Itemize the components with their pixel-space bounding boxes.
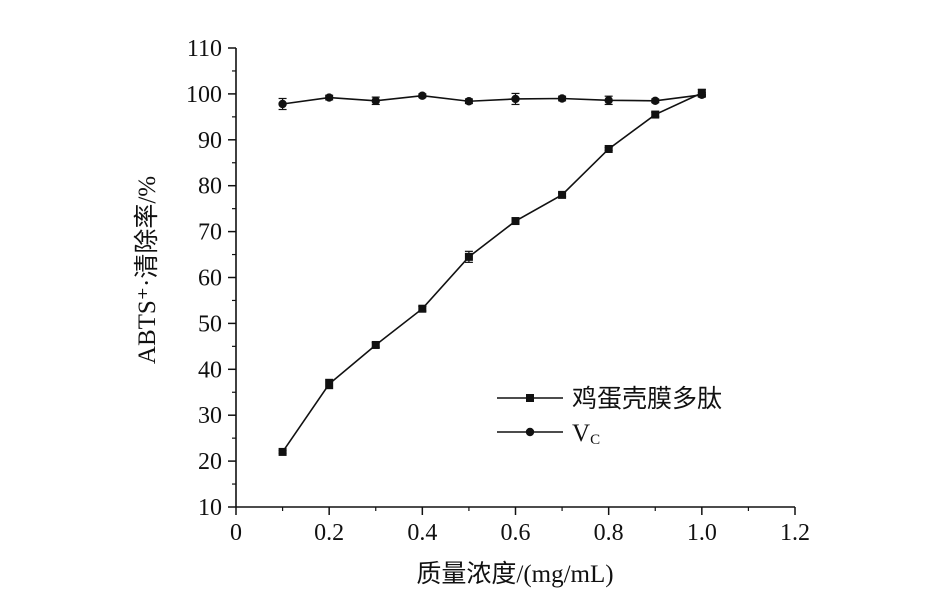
y-tick-labels: 10 20 30 40 50 60 70 80 90 100 110 <box>186 36 222 521</box>
y-tick-label: 110 <box>187 36 222 62</box>
legend-marker-series-1 <box>526 394 534 402</box>
data-point <box>278 99 287 109</box>
y-tick-label: 40 <box>198 357 222 383</box>
data-point <box>604 144 613 153</box>
legend-marker-series-2 <box>525 427 535 437</box>
data-point <box>371 96 380 105</box>
x-tick-label: 0.2 <box>314 520 344 546</box>
data-point <box>557 94 567 103</box>
data-point <box>418 304 427 313</box>
y-tick-label: 80 <box>198 174 222 200</box>
legend-item-series-1: 鸡蛋壳膜多肽 <box>497 385 722 413</box>
series-2-line <box>282 94 702 105</box>
legend: 鸡蛋壳膜多肽 VC <box>497 385 722 448</box>
series-2 <box>278 90 707 111</box>
data-point <box>651 96 660 105</box>
y-tick-label: 60 <box>198 266 222 292</box>
x-tick-label: 1.0 <box>687 520 717 546</box>
x-axis-title: 质量浓度/(mg/mL) <box>416 560 613 588</box>
data-point <box>464 97 474 106</box>
x-tick-label: 0.6 <box>501 520 531 546</box>
data-point <box>418 91 427 100</box>
x-tick-label: 1.2 <box>780 520 810 546</box>
x-tick-label: 0.4 <box>407 520 437 546</box>
data-point <box>558 190 567 199</box>
y-tick-label: 10 <box>198 495 222 521</box>
series-1-line <box>281 92 703 453</box>
y-tick-label: 50 <box>198 311 222 337</box>
y-tick-label: 90 <box>198 128 222 154</box>
y-tick-label: 100 <box>186 82 222 108</box>
x-tick-label: 0 <box>230 520 242 546</box>
data-point <box>371 340 380 349</box>
x-tick-label: 0.8 <box>594 520 624 546</box>
series-layer <box>278 88 707 456</box>
data-point <box>324 93 334 102</box>
data-point <box>604 96 613 105</box>
x-tick-labels: 0 0.2 0.4 0.6 0.8 1.0 1.2 <box>230 520 810 546</box>
y-tick-label: 20 <box>198 449 222 475</box>
data-point <box>278 447 287 456</box>
legend-label-series-1: 鸡蛋壳膜多肽 <box>572 385 722 413</box>
data-point <box>325 379 334 388</box>
data-point <box>697 90 707 100</box>
data-point <box>464 252 473 261</box>
legend-label-series-2: VC <box>572 420 600 448</box>
legend-item-series-2: VC <box>497 420 600 448</box>
data-point <box>511 217 520 226</box>
y-tick-label: 70 <box>198 220 222 246</box>
y-axis-title: ABTS⁺·清除率/% <box>133 176 161 364</box>
legend-label-series-2-main: V <box>572 420 590 447</box>
y-tick-label: 30 <box>198 403 222 429</box>
legend-label-series-2-sub: C <box>590 432 600 448</box>
data-point <box>511 94 520 104</box>
axes <box>228 47 796 515</box>
data-point <box>651 110 660 119</box>
